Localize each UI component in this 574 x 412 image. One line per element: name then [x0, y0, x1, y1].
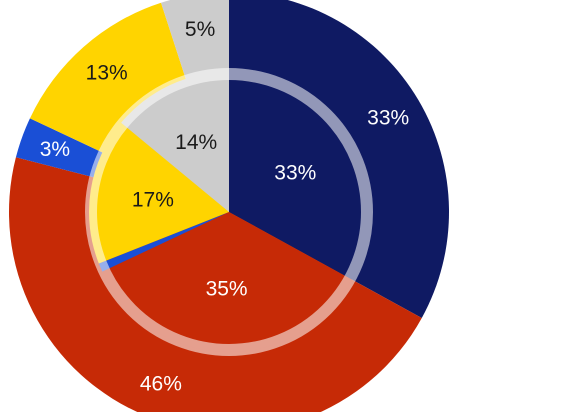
outer-label-4: 5% [185, 18, 215, 41]
inner-pie [88, 72, 369, 353]
inner-slice-1 [102, 212, 352, 353]
inner-label-4: 14% [175, 131, 217, 154]
outer-label-2: 3% [40, 138, 70, 161]
inner-label-3: 17% [132, 189, 174, 212]
inner-label-0: 33% [274, 161, 316, 184]
outer-label-1: 46% [140, 373, 182, 396]
slice-labels: 33% 46% 3% 13% 5% 33% 35% 17% 14% [40, 18, 409, 396]
outer-label-3: 13% [86, 62, 128, 85]
inner-slice-2 [98, 212, 229, 272]
ring-divider [85, 68, 373, 356]
inner-slice-3 [88, 122, 229, 264]
outer-label-0: 33% [367, 106, 409, 129]
inner-label-1: 35% [206, 278, 248, 301]
